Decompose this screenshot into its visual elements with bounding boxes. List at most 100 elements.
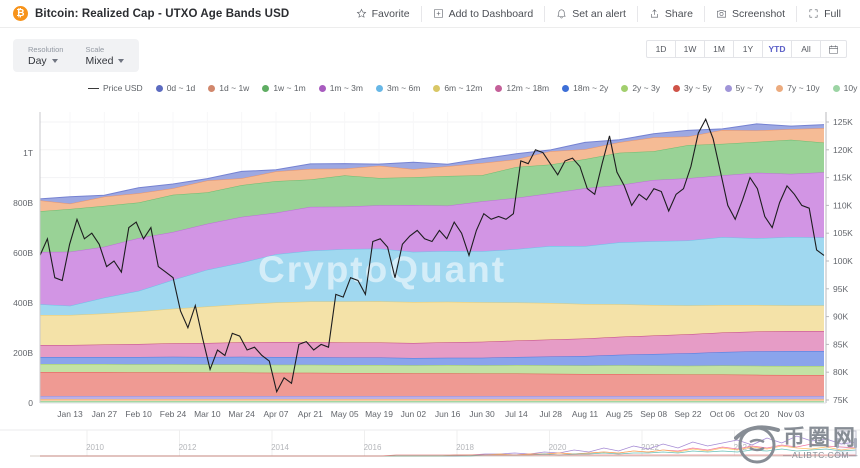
price-line [39,117,825,394]
navigator-year-label: 2012 [179,443,197,452]
series-dot-icon [433,84,441,92]
scale-dropdown[interactable]: Scale Mixed [74,43,135,69]
right-axis-label: 75K [833,395,848,405]
navigator-handle[interactable] [836,438,839,448]
area-band-3y-5y [40,372,824,396]
fullscreen-icon [809,9,818,18]
bell-icon [557,9,566,19]
legend-item-1m-3m[interactable]: 1m ~ 3m [318,83,363,93]
right-axis-label: 105K [833,228,853,238]
navigator-year-label: 2018 [456,443,474,452]
range-button-1w[interactable]: 1W [675,40,705,58]
site-watermark: 币圈网 —ALIBTC.COM— [733,420,858,466]
watermark-subtext: —ALIBTC.COM— [783,450,858,460]
right-axis-label: 100K [833,256,853,266]
navigator-year-label: 2014 [271,443,289,452]
cryptoquant-watermark: CryptoQuant [258,249,506,290]
series-dot-icon [495,84,503,92]
navigator-handle[interactable] [854,438,857,448]
area-band-5y-7y [40,396,824,399]
legend-item-1w-1m[interactable]: 1w ~ 1m [262,83,306,93]
right-axis-label: 110K [833,200,853,210]
legend-item-3y-5y[interactable]: 3y ~ 5y [672,83,712,93]
chart-settings-box: Resolution Day Scale Mixed [13,39,140,72]
resolution-dropdown[interactable]: Resolution Day [17,43,74,69]
x-axis-label: Sep 08 [640,409,667,419]
x-axis-label: Aug 25 [606,409,633,419]
x-axis-label: Jun 16 [435,409,461,419]
x-axis-label: May 19 [365,409,393,419]
series-dot-icon [621,84,629,92]
scale-label: Scale [85,44,105,54]
area-band-1m-3m [40,172,824,306]
favorite-button[interactable]: Favorite [345,6,421,22]
range-button-all[interactable]: All [791,40,821,58]
right-axis-label: 80K [833,367,848,377]
navigator-year-label: 2022 [641,443,659,452]
add-to-dashboard-button[interactable]: Add to Dashboard [420,5,545,22]
x-axis-label: Mar 10 [194,409,221,419]
legend-label: 7y ~ 10y [787,83,820,93]
range-button-1y[interactable]: 1Y [733,40,763,58]
left-axis-label: 200B [13,348,33,358]
legend-item-18m-2y[interactable]: 18m ~ 2y [562,83,608,93]
star-icon [356,8,366,18]
legend-label: 1m ~ 3m [329,83,363,93]
series-dot-icon [262,84,270,92]
bitcoin-icon: ₿ [13,6,28,21]
coin-logo-icon [733,425,780,464]
legend-item-price-usd[interactable]: Price USD [88,83,143,93]
x-axis-label: Apr 21 [298,409,323,419]
series-dot-icon [318,84,326,92]
price-line-swatch [88,87,99,89]
legend-item-7y-10y[interactable]: 7y ~ 10y [776,83,820,93]
calendar-icon [829,44,838,54]
right-axis-label: 85K [833,339,848,349]
x-axis-label: Apr 07 [263,409,288,419]
legend-label: 12m ~ 18m [506,83,550,93]
x-axis-label: Jul 14 [505,409,528,419]
x-axis-label: May 05 [331,409,359,419]
resolution-value: Day [28,54,47,67]
legend-label: 2y ~ 3y [632,83,660,93]
calendar-button[interactable] [820,40,847,58]
legend-item-2y-3y[interactable]: 2y ~ 3y [621,83,660,93]
legend-item-10y-[interactable]: 10y ~ [832,83,860,93]
area-band-6m-12m [40,301,824,345]
range-button-1m[interactable]: 1M [704,40,734,58]
x-axis-label: Feb 24 [160,409,187,419]
area-band-1w-1m [40,139,824,252]
range-button-ytd[interactable]: YTD [762,40,792,58]
legend-label: 0d ~ 1d [166,83,196,93]
fullscreen-button[interactable]: Full [796,5,852,22]
legend-item-3m-6m[interactable]: 3m ~ 6m [376,83,420,93]
band-edge-0d-1d [39,123,825,200]
fullscreen-label: Full [824,7,841,20]
x-axis-label: Jan 27 [92,409,118,419]
series-dot-icon [155,84,163,92]
legend-item-12m-18m[interactable]: 12m ~ 18m [495,83,549,93]
series-dot-icon [776,84,784,92]
header: ₿ Bitcoin: Realized Cap - UTXO Age Bands… [0,0,860,28]
share-icon [650,9,658,18]
x-axis-label: Sep 22 [675,409,702,419]
legend-item-6m-12m[interactable]: 6m ~ 12m [433,83,482,93]
range-button-1d[interactable]: 1D [646,40,676,58]
navigator-sparkline-4 [40,454,856,457]
header-actions: Favorite Add to Dashboard Set an alert S… [345,5,860,22]
legend-item-0d-1d[interactable]: 0d ~ 1d [155,83,196,93]
share-button[interactable]: Share [636,5,704,22]
set-alert-button[interactable]: Set an alert [544,5,637,22]
add-to-dashboard-label: Add to Dashboard [448,7,534,20]
legend-item-5y-7y[interactable]: 5y ~ 7y [724,83,763,93]
right-axis-label: 90K [833,312,848,322]
watermark-text: 币圈网 [782,425,858,450]
area-band-3m-6m [40,237,824,315]
legend-label: 3m ~ 6m [387,83,421,93]
screenshot-button[interactable]: Screenshot [703,5,796,22]
add-dashboard-icon [433,9,443,18]
legend-item-1d-1w[interactable]: 1d ~ 1w [208,83,249,93]
legend-label: 1d ~ 1w [219,83,250,93]
